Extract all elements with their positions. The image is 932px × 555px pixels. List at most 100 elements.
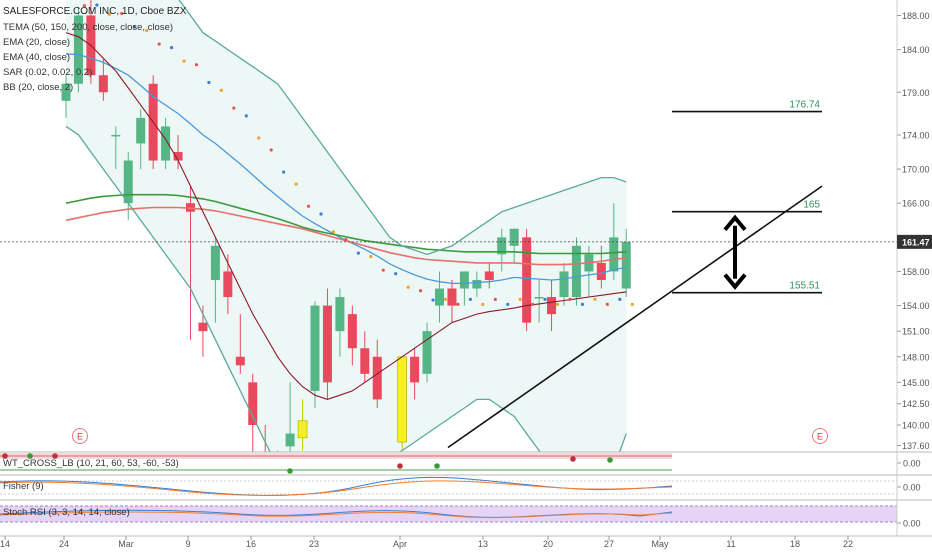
sar-dot <box>630 302 634 306</box>
wt-cross-pane: 0.00 <box>0 451 932 474</box>
candle <box>73 15 83 84</box>
candle <box>621 241 631 289</box>
wt-cross-dot <box>287 468 293 474</box>
main-plot-area: 176.74 165 155.51 <box>61 0 823 452</box>
indicator-ema40-label[interactable]: EMA (40, close) <box>3 52 71 63</box>
sar-dot <box>369 255 373 259</box>
wt-cross-dot <box>2 453 8 459</box>
sar-dot <box>244 114 248 118</box>
indicator-sar-label[interactable]: SAR (0.02, 0.02, 0.2) <box>3 67 93 78</box>
x-tick-label: 18 <box>790 539 800 549</box>
y-tick-label: 151.00 <box>902 327 930 337</box>
wt-cross-dot <box>397 463 403 469</box>
fisher-label[interactable]: Fisher (9) <box>3 481 44 492</box>
level-label: 155.51 <box>789 281 820 292</box>
candle <box>173 152 183 161</box>
x-tick-label: 14 <box>0 539 10 549</box>
sar-dot <box>269 148 273 152</box>
x-axis: 14 24 Mar 9 16 23 Apr 13 20 27 May 11 18 22 <box>0 535 932 549</box>
candle <box>123 160 133 204</box>
candle <box>497 237 507 255</box>
sar-dot <box>406 285 410 289</box>
candle <box>210 245 220 280</box>
candle <box>522 237 532 323</box>
sar-dot <box>481 302 485 306</box>
x-tick-label: 20 <box>543 539 553 549</box>
sar-dot <box>493 297 497 301</box>
main-pane: 176.74 165 155.51 E E <box>0 0 897 452</box>
y-tick-label: 140.00 <box>902 421 930 431</box>
sar-dot <box>618 297 622 301</box>
sar-dot <box>182 59 186 63</box>
x-tick-label: 24 <box>59 539 69 549</box>
x-tick-label: 22 <box>843 539 853 549</box>
sar-dot <box>506 302 510 306</box>
stoch-rsi-label[interactable]: Stoch RSI (3, 3, 14, 14, close) <box>3 507 130 518</box>
indicator-ema20-label[interactable]: EMA (20, close) <box>3 37 71 48</box>
sar-dot <box>419 289 423 293</box>
sar-dot <box>580 302 585 306</box>
x-tick-label: 27 <box>604 539 614 549</box>
x-tick-label: May <box>651 539 669 549</box>
sar-dot <box>82 4 87 8</box>
candle <box>111 134 121 137</box>
candle <box>186 203 195 212</box>
wt-cross-label[interactable]: WT_CROSS_LB (10, 21, 60, 53, -60, -53) <box>3 458 179 469</box>
candle <box>547 297 557 315</box>
sar-dot <box>219 88 223 92</box>
candle <box>534 297 544 299</box>
y-tick-label: 184.00 <box>902 45 930 55</box>
y-tick-label: 188.00 <box>902 11 930 21</box>
sar-dot <box>120 11 124 16</box>
candle <box>285 433 295 447</box>
sar-dot <box>456 302 460 306</box>
indicator-tema-label[interactable]: TEMA (50, 150, 200, close, close, close) <box>3 22 174 33</box>
wt-cross-dot <box>27 453 33 459</box>
candle <box>571 245 581 298</box>
wt-cross-dot <box>570 456 576 462</box>
sar-dot <box>319 212 323 216</box>
sar-dot <box>132 25 136 29</box>
stoch-rsi-pane: 0.00 <box>0 499 932 529</box>
fisher-trigger-line <box>0 480 673 496</box>
candle <box>136 117 146 144</box>
candle <box>509 228 519 246</box>
candle <box>347 314 357 349</box>
y-tick-label: 142.50 <box>902 399 930 409</box>
candle <box>559 271 569 298</box>
earnings-marker-label: E <box>77 432 83 442</box>
candle <box>609 237 619 272</box>
candle <box>335 297 345 332</box>
y-axis: 188.00 184.00 179.00 174.00 170.00 166.00 161.… <box>896 0 932 536</box>
x-tick-label: Apr <box>393 539 407 549</box>
pane-tick-label: 0.00 <box>903 459 921 469</box>
sar-dot <box>381 268 385 272</box>
candle <box>447 288 457 306</box>
y-tick-label: 179.00 <box>902 88 930 98</box>
x-tick-label: 13 <box>478 539 488 549</box>
bollinger-band-fill <box>66 0 627 452</box>
sar-dot <box>443 297 448 301</box>
sar-dot <box>344 237 348 242</box>
wt-cross-dot <box>52 453 58 459</box>
candle <box>310 305 320 391</box>
fisher-pane: 0.00 <box>0 474 932 496</box>
stoch-d-line <box>0 511 673 519</box>
sar-dot <box>107 12 111 16</box>
wt-cross-dot <box>434 463 440 469</box>
sar-dot <box>431 298 435 302</box>
candle <box>472 279 482 289</box>
stoch-band <box>0 506 897 522</box>
x-tick-label: Mar <box>118 539 134 549</box>
sar-dot <box>593 297 597 301</box>
candle <box>161 126 171 161</box>
y-tick-label: 148.00 <box>902 352 930 362</box>
indicator-bb-label[interactable]: BB (20, close, 2) <box>3 82 74 93</box>
trendline <box>447 185 823 449</box>
level-label: 165 <box>803 200 820 211</box>
sar-dot <box>568 297 572 301</box>
chart-title: SALESFORCE.COM INC, 1D, Cboe BZX <box>3 6 187 17</box>
sar-dot <box>282 170 286 174</box>
